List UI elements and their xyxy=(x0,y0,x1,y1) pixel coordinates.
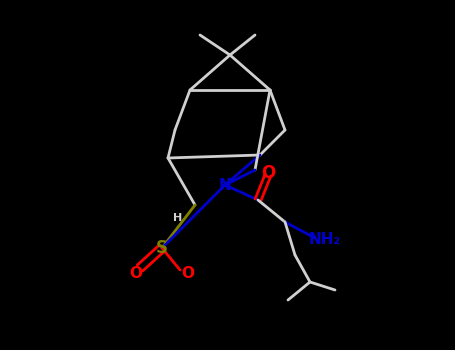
Text: O: O xyxy=(130,266,142,280)
Text: S: S xyxy=(156,239,168,257)
Text: NH₂: NH₂ xyxy=(309,232,341,247)
Text: O: O xyxy=(261,164,275,182)
Text: N: N xyxy=(218,177,232,192)
Text: H: H xyxy=(173,213,182,223)
Text: O: O xyxy=(182,266,194,280)
